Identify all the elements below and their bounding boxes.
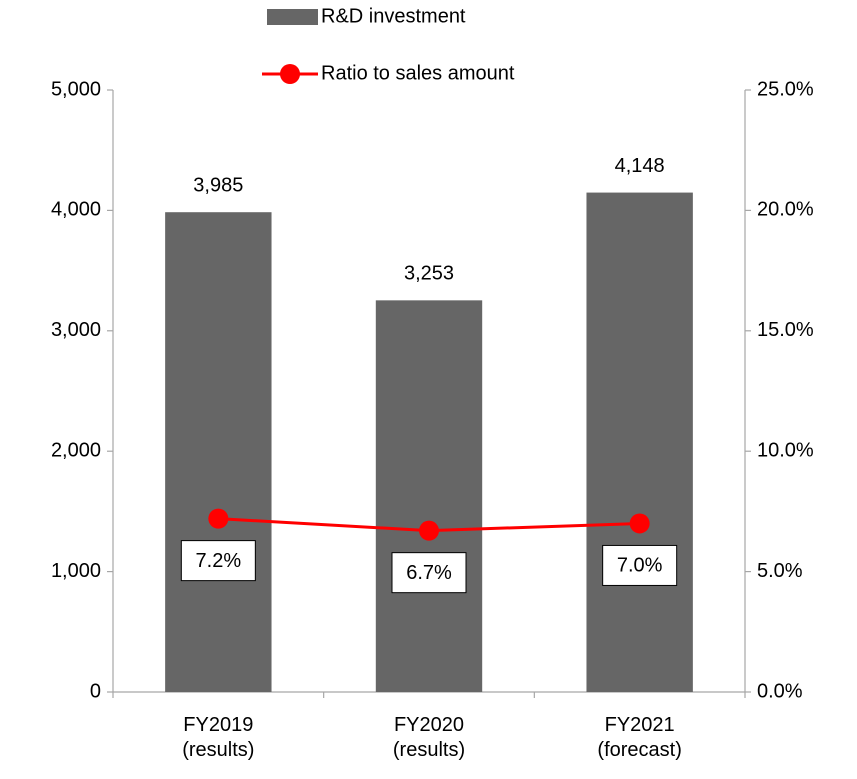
x-tick-label: FY2019 (results) (182, 714, 254, 761)
bar-value-label: 3,985 (193, 174, 243, 196)
y-tick-label: 0 (90, 680, 101, 702)
value-label-box (602, 544, 678, 586)
x-tick-label: FY2020 (results) (393, 714, 465, 761)
line-value-label: 6.7% (406, 562, 452, 584)
bar (586, 192, 693, 692)
y2-tick-label: 5.0% (757, 560, 803, 582)
y-tick-label: 3,000 (51, 319, 101, 341)
line-marker (419, 520, 439, 541)
line-marker (629, 513, 650, 534)
bar (165, 212, 272, 692)
line-value-label: 7.0% (617, 555, 663, 577)
y-tick-label: 2,000 (51, 439, 101, 461)
y-tick-label: 4,000 (51, 199, 101, 221)
y2-tick-label: 0.0% (757, 680, 803, 702)
value-label-box (391, 552, 467, 594)
y-tick-label: 5,000 (51, 78, 101, 100)
line-marker (208, 508, 229, 529)
legend-swatch (267, 9, 318, 25)
bar-value-label: 3,253 (404, 263, 454, 285)
bar (375, 300, 483, 692)
y2-tick-label: 10.0% (757, 439, 814, 461)
legend-label: Ratio to sales amount (321, 62, 515, 84)
y2-tick-label: 15.0% (757, 319, 814, 341)
line-value-label: 7.2% (196, 550, 242, 572)
y-tick-label: 1,000 (51, 560, 101, 582)
x-tick-label: FY2021 (forecast) (597, 714, 681, 761)
legend-marker (280, 64, 300, 84)
value-label-box (180, 540, 256, 582)
bar-value-label: 4,148 (615, 155, 665, 177)
y2-tick-label: 25.0% (757, 78, 814, 100)
legend-label: R&D investment (321, 5, 466, 27)
y2-tick-label: 20.0% (757, 199, 814, 221)
